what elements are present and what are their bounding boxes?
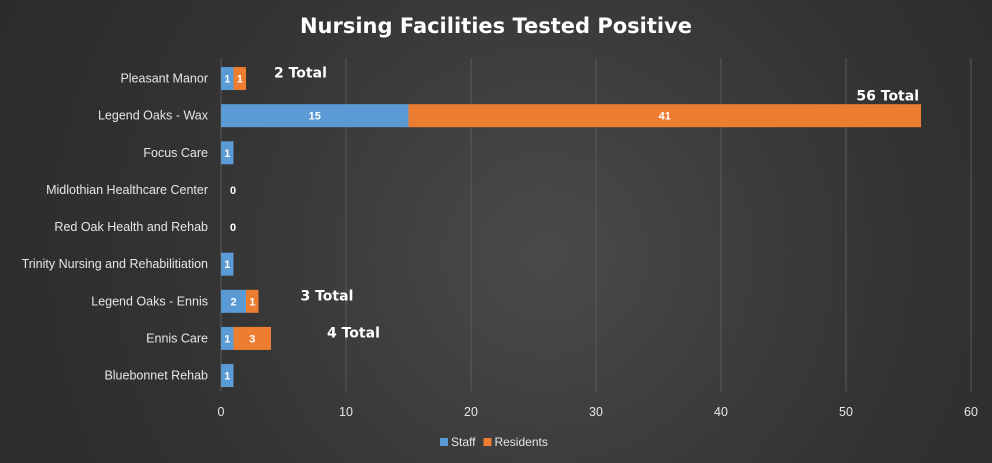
staff-bar xyxy=(221,326,234,350)
x-tick-label: 50 xyxy=(839,405,853,419)
category-label: Legend Oaks - Wax xyxy=(98,109,209,123)
staff-value-label: 1 xyxy=(224,74,230,86)
legend: Staff Residents xyxy=(440,435,548,449)
staff-value-label: 15 xyxy=(309,111,321,123)
zero-value-label: 0 xyxy=(230,185,236,197)
legend-swatch-staff xyxy=(440,438,448,446)
staff-bar xyxy=(221,364,234,388)
category-label: Pleasant Manor xyxy=(120,72,208,86)
residents-bar xyxy=(233,67,246,91)
staff-bar xyxy=(221,67,234,91)
residents-bar xyxy=(408,104,921,128)
x-tick-label: 20 xyxy=(464,405,478,419)
residents-value-label: 3 xyxy=(249,333,255,345)
staff-value-label: 1 xyxy=(224,371,230,383)
x-tick-label: 60 xyxy=(964,405,978,419)
category-label: Red Oak Health and Rehab xyxy=(54,220,208,234)
total-label: 4 Total xyxy=(327,325,380,341)
total-label: 56 Total xyxy=(856,89,919,105)
staff-bar xyxy=(221,104,409,128)
legend-label-residents: Residents xyxy=(494,435,547,449)
category-label: Trinity Nursing and Rehabilitiation xyxy=(22,257,208,271)
category-label: Focus Care xyxy=(143,146,208,160)
x-tick-label: 40 xyxy=(714,405,728,419)
residents-bar xyxy=(233,326,271,350)
staff-value-label: 1 xyxy=(224,333,230,345)
category-label: Bluebonnet Rehab xyxy=(104,369,208,383)
category-label: Midlothian Healthcare Center xyxy=(46,183,208,197)
staff-value-label: 1 xyxy=(224,148,230,160)
x-tick-label: 0 xyxy=(218,405,225,419)
residents-value-label: 41 xyxy=(659,111,671,123)
residents-value-label: 1 xyxy=(249,296,255,308)
category-label: Ennis Care xyxy=(146,331,208,345)
staff-bar xyxy=(221,289,246,313)
total-label: 3 Total xyxy=(301,288,354,304)
zero-value-label: 0 xyxy=(230,222,236,234)
residents-bar xyxy=(246,289,259,313)
total-label: 2 Total xyxy=(274,66,327,82)
x-tick-label: 10 xyxy=(339,405,353,419)
category-label: Legend Oaks - Ennis xyxy=(91,294,208,308)
legend-label-staff: Staff xyxy=(451,435,476,449)
staff-value-label: 1 xyxy=(224,259,230,271)
x-tick-label: 30 xyxy=(589,405,603,419)
staff-bar xyxy=(221,252,234,276)
legend-swatch-residents xyxy=(483,438,492,446)
residents-value-label: 1 xyxy=(237,74,243,86)
staff-value-label: 2 xyxy=(230,296,236,308)
bars xyxy=(221,67,921,388)
staff-bar xyxy=(221,141,234,165)
chart-title: Nursing Facilities Tested Positive xyxy=(300,14,692,38)
